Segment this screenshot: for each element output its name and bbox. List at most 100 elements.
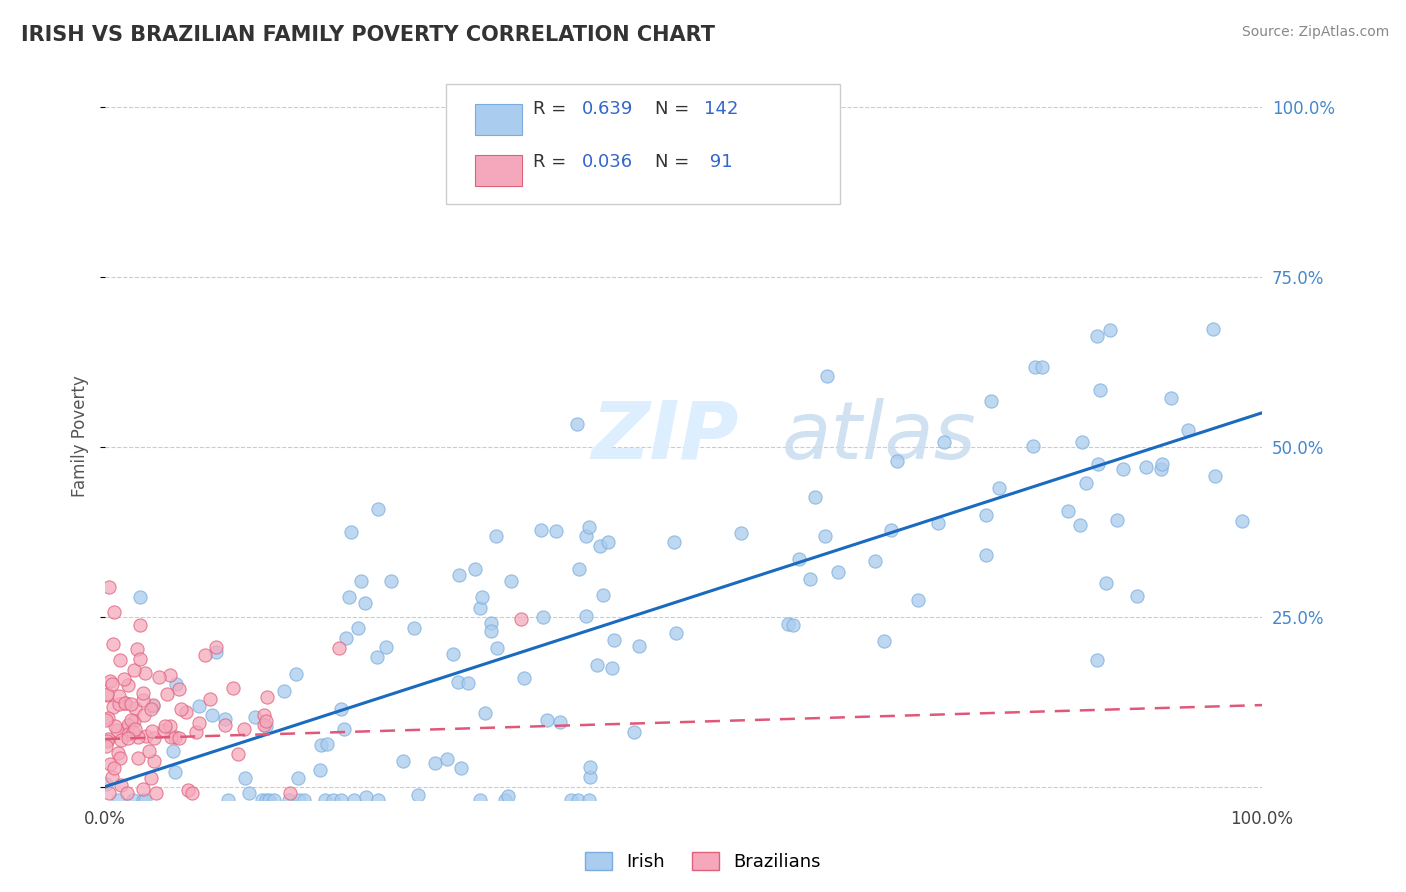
Point — [188, 716, 211, 731]
Point — [108, 697, 131, 711]
Point — [273, 683, 295, 698]
Point — [287, 772, 309, 786]
Point — [1135, 460, 1157, 475]
Point — [117, 678, 139, 692]
Point — [512, 671, 534, 685]
Point — [100, 756, 122, 771]
Point — [127, 730, 149, 744]
Point — [987, 481, 1010, 495]
Point — [124, 701, 146, 715]
Point — [804, 490, 827, 504]
Point — [96, 687, 118, 701]
Point — [94, 777, 117, 791]
Point — [450, 761, 472, 775]
Point — [498, 789, 520, 803]
Point — [509, 612, 531, 626]
Point — [1152, 457, 1174, 471]
Point — [1087, 457, 1109, 471]
Point — [880, 524, 903, 538]
Point — [474, 706, 496, 720]
Point — [135, 729, 157, 743]
Bar — [475, 155, 522, 186]
Point — [122, 714, 145, 728]
Point — [328, 641, 350, 656]
Point — [153, 719, 176, 733]
Point — [214, 718, 236, 732]
Point — [1150, 462, 1173, 476]
Point — [337, 590, 360, 604]
Point — [107, 747, 129, 761]
Point — [177, 783, 200, 797]
Text: R =: R = — [533, 100, 572, 119]
Point — [110, 751, 132, 765]
Text: N =: N = — [655, 153, 695, 171]
Point — [163, 764, 186, 779]
Point — [101, 637, 124, 651]
Point — [105, 723, 128, 737]
Point — [329, 793, 352, 807]
Point — [1095, 575, 1118, 590]
Point — [100, 770, 122, 784]
Point — [814, 529, 837, 543]
Point — [1085, 653, 1108, 667]
Y-axis label: Family Poverty: Family Poverty — [72, 376, 89, 498]
Point — [447, 674, 470, 689]
Point — [254, 719, 277, 733]
Point — [134, 666, 156, 681]
Point — [479, 615, 502, 630]
Point — [402, 620, 425, 634]
Text: atlas: atlas — [782, 398, 977, 475]
Point — [117, 727, 139, 741]
Point — [530, 523, 553, 537]
Point — [134, 793, 156, 807]
Text: 142: 142 — [704, 100, 738, 119]
Point — [167, 681, 190, 696]
Point — [316, 737, 339, 751]
Point — [443, 648, 465, 662]
Point — [827, 566, 849, 580]
Point — [567, 793, 589, 807]
Point — [127, 751, 149, 765]
Point — [1071, 434, 1094, 449]
Point — [120, 714, 142, 728]
Point — [347, 621, 370, 635]
Point — [367, 793, 389, 807]
Point — [253, 718, 276, 732]
Point — [872, 634, 894, 648]
Point — [122, 793, 145, 807]
Point — [253, 707, 276, 722]
Point — [288, 793, 311, 807]
Point — [110, 733, 132, 747]
Point — [468, 793, 491, 807]
Point — [132, 781, 155, 796]
Point — [1177, 424, 1199, 438]
Point — [1112, 461, 1135, 475]
Point — [254, 793, 277, 807]
Point — [865, 554, 887, 568]
Point — [782, 618, 804, 632]
Text: Source: ZipAtlas.com: Source: ZipAtlas.com — [1241, 25, 1389, 39]
Point — [664, 535, 686, 549]
Point — [501, 574, 523, 588]
Point — [278, 793, 301, 807]
Point — [163, 730, 186, 744]
Point — [627, 640, 650, 654]
Point — [292, 793, 315, 807]
Point — [907, 592, 929, 607]
Point — [112, 673, 135, 687]
Point — [114, 723, 136, 737]
Point — [479, 624, 502, 639]
Point — [145, 786, 167, 800]
Point — [603, 632, 626, 647]
Point — [114, 696, 136, 710]
Point — [114, 697, 136, 711]
Point — [104, 718, 127, 732]
Point — [340, 525, 363, 540]
Point — [457, 676, 479, 690]
Point — [548, 715, 571, 730]
Bar — [475, 104, 522, 135]
Point — [350, 574, 373, 588]
Point — [335, 631, 357, 645]
Point — [665, 625, 688, 640]
Point — [787, 551, 810, 566]
